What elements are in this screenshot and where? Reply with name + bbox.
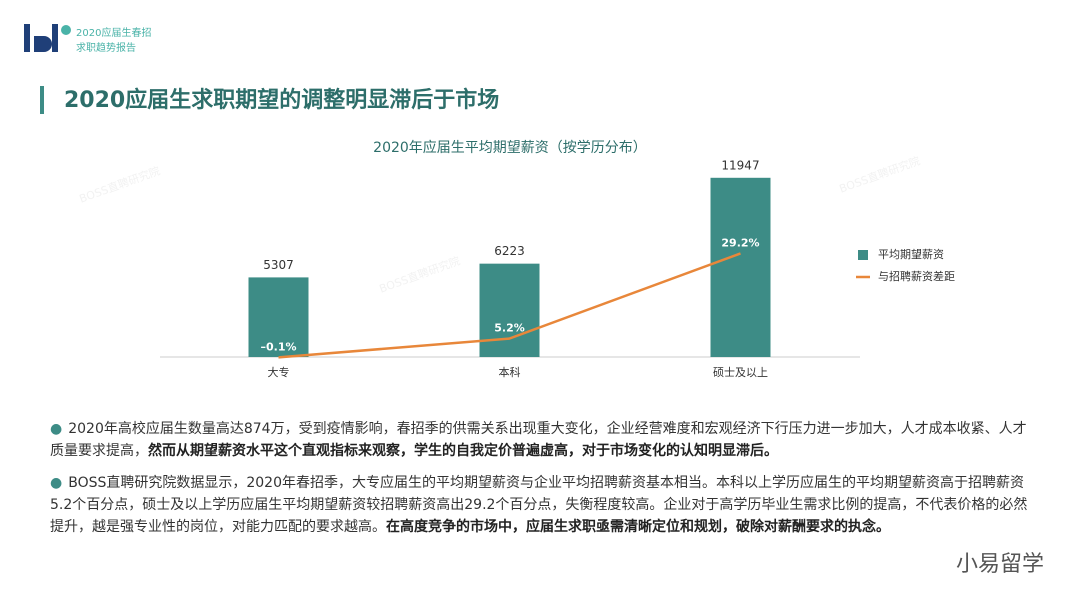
- bar: [248, 277, 309, 357]
- slide-title: 2020应届生求职期望的调整明显滞后于市场: [64, 87, 499, 113]
- line-label: –0.1%: [260, 340, 296, 353]
- logo-dot: [61, 25, 71, 35]
- value-label: 6223: [494, 244, 525, 258]
- value-label: 5307: [263, 258, 294, 272]
- x-tick-label: 硕士及以上: [713, 366, 768, 379]
- watermark: BOSS直聘研究院: [77, 163, 162, 205]
- logo-bar: [24, 24, 30, 52]
- bold-text: 然而从期望薪资水平这个直观指标来观察，学生的自我定价普遍虚高，对于市场变化的认知…: [148, 443, 778, 459]
- x-tick-label: 本科: [499, 365, 521, 379]
- legend-label: 平均期望薪资: [878, 248, 944, 261]
- line-label: 29.2%: [721, 236, 759, 249]
- chart-title: 2020年应届生平均期望薪资（按学历分布）: [373, 139, 647, 156]
- brand: 小易留学: [955, 552, 1044, 577]
- title-accent: [40, 86, 44, 114]
- line: [278, 252, 741, 359]
- logo-l: [52, 24, 58, 52]
- legend-label: 与招聘薪资差距: [878, 269, 955, 283]
- bold-text: 在高度竞争的市场中，应届生求职亟需清晰定位和规划，破除对薪酬要求的执念。: [386, 519, 890, 535]
- watermark: BOSS直聘研究院: [837, 153, 922, 195]
- text: BOSS直聘研究院数据显示，2020年春招季，大专应届生的平均期望薪资与企业平均…: [50, 475, 1028, 535]
- paragraph: BOSS直聘研究院数据显示，2020年春招季，大专应届生的平均期望薪资与企业平均…: [50, 472, 1035, 538]
- legend-swatch: [858, 250, 868, 260]
- value-label: 11947: [721, 158, 759, 172]
- logo-b: [34, 36, 52, 52]
- text: 2020年高校应届生数量高达874万，受到疫情影响，春招季的供需关系出现重大变化…: [50, 421, 1027, 459]
- logo-text: 求职趋势报告: [76, 41, 136, 54]
- watermark: BOSS直聘研究院: [377, 253, 462, 295]
- paragraph: 2020年高校应届生数量高达874万，受到疫情影响，春招季的供需关系出现重大变化…: [50, 418, 1035, 462]
- x-tick-label: 大专: [268, 365, 290, 379]
- line-label: 5.2%: [494, 322, 525, 335]
- bar: [710, 177, 771, 357]
- logo-text: 2020应届生春招: [76, 26, 151, 39]
- bar: [479, 263, 540, 357]
